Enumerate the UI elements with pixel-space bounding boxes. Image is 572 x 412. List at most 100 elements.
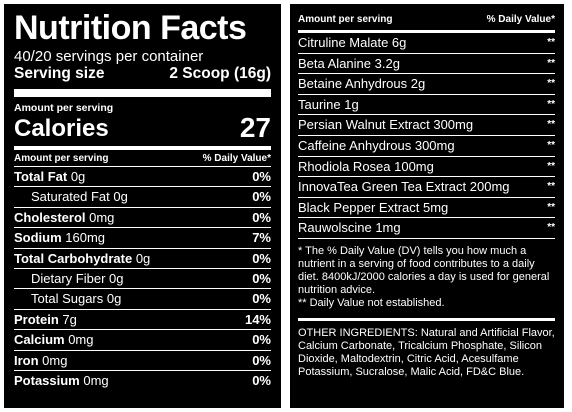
nutrient-name: Cholesterol bbox=[14, 209, 86, 225]
supplement-daily-value: ** bbox=[547, 78, 555, 90]
nutrient-amount: 0mg bbox=[85, 209, 115, 225]
table-header-amount: Amount per serving bbox=[14, 153, 109, 164]
nutrient-daily-value: 0% bbox=[252, 270, 271, 286]
supplement-daily-value: ** bbox=[547, 119, 555, 131]
nutrient-amount: 0g bbox=[132, 250, 151, 266]
nutrient-label: Iron 0mg bbox=[14, 351, 67, 370]
nutrient-table: Total Fat 0g 0% Saturated Fat 0g 0% Choleste… bbox=[14, 166, 271, 390]
daily-value-footnote: * The % Daily Value (DV) tells you how m… bbox=[298, 244, 550, 296]
supplement-row: Black Pepper Extract 5mg ** bbox=[298, 198, 555, 219]
calories-row: Calories 27 bbox=[14, 114, 271, 142]
nutrition-facts-panel: Nutrition Facts 40/20 servings per conta… bbox=[4, 4, 281, 408]
nutrient-row: Protein 7g 14% bbox=[14, 308, 271, 329]
supplement-row: Citruline Malate 6g ** bbox=[298, 33, 555, 54]
nutrient-label: Sodium 160mg bbox=[14, 228, 105, 247]
nutrient-name: Protein bbox=[14, 311, 59, 327]
nutrient-row: Iron 0mg 0% bbox=[14, 349, 271, 370]
calories-value: 27 bbox=[239, 112, 271, 143]
nutrient-amount: 160mg bbox=[61, 230, 106, 246]
supplement-name: Caffeine Anhydrous 300mg bbox=[298, 137, 455, 153]
nutrient-daily-value: 0% bbox=[252, 372, 271, 388]
nutrition-facts-title: Nutrition Facts bbox=[14, 9, 247, 47]
nutrient-name: Iron bbox=[14, 352, 39, 368]
nutrient-row: Calcium 0mg 0% bbox=[14, 329, 271, 349]
nutrient-row: Total Fat 0g 0% bbox=[14, 166, 271, 186]
supplement-row: Betaine Anhydrous 2g ** bbox=[298, 74, 555, 95]
nutrient-table-header: Amount per serving % Daily Value* bbox=[14, 150, 271, 166]
nutrient-name: Total Carbohydrate bbox=[14, 250, 133, 266]
nutrient-amount: 0mg bbox=[38, 352, 68, 368]
supplement-row: Persian Walnut Extract 300mg ** bbox=[298, 115, 555, 136]
supplement-name: Beta Alanine 3.2g bbox=[298, 55, 400, 71]
supplement-daily-value: ** bbox=[547, 57, 555, 69]
supplement-row: Rauwolscine 1mg ** bbox=[298, 218, 555, 239]
nutrient-label: Total Fat 0g bbox=[14, 167, 85, 186]
nutrient-row: Sodium 160mg 7% bbox=[14, 227, 271, 247]
supplement-daily-value: ** bbox=[547, 222, 555, 234]
nutrient-label: Dietary Fiber 0g bbox=[14, 269, 124, 288]
supplement-daily-value: ** bbox=[547, 160, 555, 172]
supplement-panel: Amount per serving % Daily Value* Citrul… bbox=[290, 4, 564, 408]
thick-divider bbox=[14, 89, 271, 97]
amount-per-serving: Amount per serving bbox=[14, 102, 114, 114]
supplement-table-header: Amount per serving % Daily Value* bbox=[298, 14, 555, 33]
nutrient-daily-value: 14% bbox=[244, 311, 271, 327]
calories-label: Calories bbox=[14, 115, 109, 142]
supplement-daily-value: ** bbox=[547, 37, 555, 48]
nutrient-daily-value: 0% bbox=[252, 250, 271, 266]
medium-divider bbox=[14, 146, 271, 150]
nutrient-row: Dietary Fiber 0g 0% bbox=[14, 267, 271, 288]
nutrient-amount: 0mg bbox=[64, 332, 94, 348]
nutrient-name: Sodium bbox=[14, 230, 62, 246]
nutrient-name: Potassium bbox=[14, 372, 80, 388]
nutrient-label: Total Sugars 0g bbox=[14, 289, 121, 308]
supplement-name: Rhodiola Rosea 100mg bbox=[298, 158, 434, 174]
nutrient-label: Potassium 0mg bbox=[14, 371, 109, 390]
nutrient-amount: 0g bbox=[105, 270, 124, 286]
nutrient-label: Protein 7g bbox=[14, 310, 77, 329]
nutrient-label: Total Carbohydrate 0g bbox=[14, 249, 150, 268]
supplement-daily-value: ** bbox=[547, 201, 555, 213]
supplement-table: Citruline Malate 6g ** Beta Alanine 3.2g **… bbox=[298, 33, 555, 239]
supplement-header-dv: % Daily Value* bbox=[486, 14, 555, 25]
nutrient-row: Saturated Fat 0g 0% bbox=[14, 186, 271, 206]
nutrient-name: Total Sugars bbox=[31, 291, 104, 307]
supplement-row: Taurine 1g ** bbox=[298, 95, 555, 116]
not-established-footnote: ** Daily Value not established. bbox=[298, 296, 445, 309]
supplement-row: Rhodiola Rosea 100mg ** bbox=[298, 157, 555, 178]
servings-per-container: 40/20 servings per container bbox=[14, 48, 204, 65]
nutrient-row: Cholesterol 0mg 0% bbox=[14, 206, 271, 227]
nutrient-daily-value: 0% bbox=[252, 169, 271, 184]
supplement-daily-value: ** bbox=[547, 181, 555, 193]
other-ingredients: OTHER INGREDIENTS: Natural and Artificia… bbox=[298, 317, 555, 379]
supplement-daily-value: ** bbox=[547, 139, 555, 151]
serving-size-label: Serving size bbox=[14, 65, 105, 82]
serving-size-value: 2 Scoop (16g) bbox=[169, 65, 271, 82]
nutrient-amount: 7g bbox=[58, 311, 77, 327]
nutrient-row: Total Carbohydrate 0g 0% bbox=[14, 247, 271, 268]
nutrient-label: Cholesterol 0mg bbox=[14, 208, 114, 227]
nutrient-row: Total Sugars 0g 0% bbox=[14, 288, 271, 308]
nutrient-label: Calcium 0mg bbox=[14, 330, 93, 349]
nutrient-amount: 0g bbox=[103, 291, 122, 307]
nutrient-amount: 0g bbox=[67, 169, 86, 184]
nutrient-daily-value: 0% bbox=[252, 291, 271, 307]
nutrient-name: Calcium bbox=[14, 332, 65, 348]
supplement-name: Black Pepper Extract 5mg bbox=[298, 199, 449, 215]
supplement-name: Betaine Anhydrous 2g bbox=[298, 76, 426, 92]
nutrient-daily-value: 0% bbox=[252, 189, 271, 205]
nutrient-amount: 0mg bbox=[79, 372, 109, 388]
nutrient-name: Total Fat bbox=[14, 169, 68, 184]
nutrient-daily-value: 0% bbox=[252, 332, 271, 348]
nutrient-daily-value: 0% bbox=[252, 352, 271, 368]
supplement-name: Persian Walnut Extract 300mg bbox=[298, 117, 474, 133]
supplement-name: Citruline Malate 6g bbox=[298, 35, 407, 50]
nutrient-name: Saturated Fat bbox=[31, 189, 110, 205]
supplement-row: InnovaTea Green Tea Extract 200mg ** bbox=[298, 177, 555, 198]
nutrient-amount: 0g bbox=[109, 189, 128, 205]
table-header-dv: % Daily Value* bbox=[202, 153, 271, 164]
supplement-name: Taurine 1g bbox=[298, 96, 359, 112]
supplement-row: Caffeine Anhydrous 300mg ** bbox=[298, 136, 555, 157]
nutrient-row: Potassium 0mg 0% bbox=[14, 369, 271, 390]
supplement-row: Beta Alanine 3.2g ** bbox=[298, 54, 555, 75]
